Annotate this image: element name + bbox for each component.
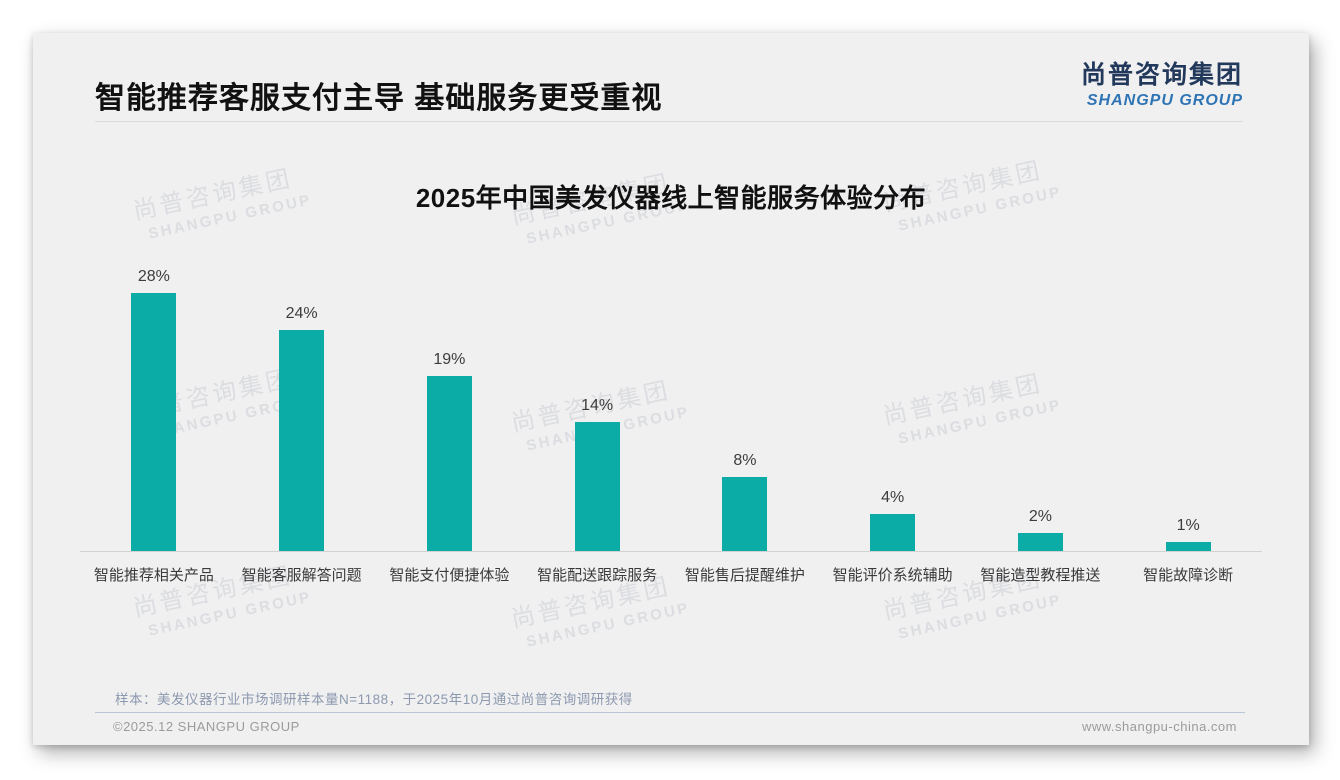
footer-copyright: ©2025.12 SHANGPU GROUP: [113, 719, 300, 734]
bar-value-label: 19%: [433, 351, 466, 368]
bar: [870, 514, 916, 551]
bar-value-label: 8%: [733, 452, 757, 469]
x-axis-label: 智能售后提醒维护: [684, 567, 805, 584]
bar-column: 2%: [967, 508, 1115, 551]
bar: [131, 293, 177, 551]
x-axis-label: 智能造型教程推送: [980, 567, 1101, 584]
bar-column: 28%: [80, 268, 228, 551]
logo-chinese-text: 尚普咨询集团: [1080, 61, 1243, 89]
x-axis-label: 智能故障诊断: [1143, 567, 1234, 584]
bar-value-label: 24%: [285, 305, 318, 322]
bar: [1017, 533, 1063, 551]
x-axis-label: 智能支付便捷体验: [389, 567, 510, 584]
bar-plot: 28% 24% 19% 14% 8% 4% 2% 1%: [80, 262, 1262, 552]
x-axis-labels: 智能推荐相关产品 智能客服解答问题 智能支付便捷体验 智能配送跟踪服务 智能售后提醒维护…: [80, 564, 1262, 585]
chart-title: 2025年中国美发仪器线上智能服务体验分布: [415, 183, 927, 213]
slide-card: 尚普咨询集团 SHANGPU GROUP 尚普咨询集团 SHANGPU GROUP 尚普…: [33, 33, 1309, 745]
x-axis-label: 智能推荐相关产品: [93, 567, 214, 584]
page-title: 智能推荐客服支付主导 基础服务更受重视: [95, 82, 663, 115]
bar: [426, 376, 472, 551]
bar: [1165, 542, 1211, 551]
bar-column: 1%: [1114, 517, 1262, 551]
footer-divider: [95, 712, 1245, 713]
bar: [722, 477, 768, 551]
x-axis-label: 智能客服解答问题: [241, 567, 362, 584]
bar-column: 14%: [523, 397, 671, 551]
footer-website: www.shangpu-china.com: [1081, 719, 1237, 734]
bar-column: 24%: [228, 305, 376, 551]
sample-note: 样本：美发仪器行业市场调研样本量N=1188，于2025年10月通过尚普咨询调研…: [115, 692, 633, 707]
bar-value-label: 2%: [1028, 508, 1052, 525]
bar-column: 8%: [671, 452, 819, 551]
bar-value-label: 14%: [581, 397, 614, 414]
bar: [574, 422, 620, 551]
x-axis-label: 智能配送跟踪服务: [537, 567, 658, 584]
bar-value-label: 4%: [881, 489, 905, 506]
title-divider: [95, 121, 1243, 122]
bar-value-label: 1%: [1176, 517, 1200, 534]
bar-column: 19%: [376, 351, 524, 551]
bar-column: 4%: [819, 489, 967, 551]
bar: [279, 330, 325, 551]
bar-value-label: 28%: [137, 268, 170, 285]
company-logo: 尚普咨询集团 SHANGPU GROUP: [1081, 55, 1243, 110]
x-axis-label: 智能评价系统辅助: [832, 567, 953, 584]
logo-english-text: SHANGPU GROUP: [1086, 92, 1243, 109]
